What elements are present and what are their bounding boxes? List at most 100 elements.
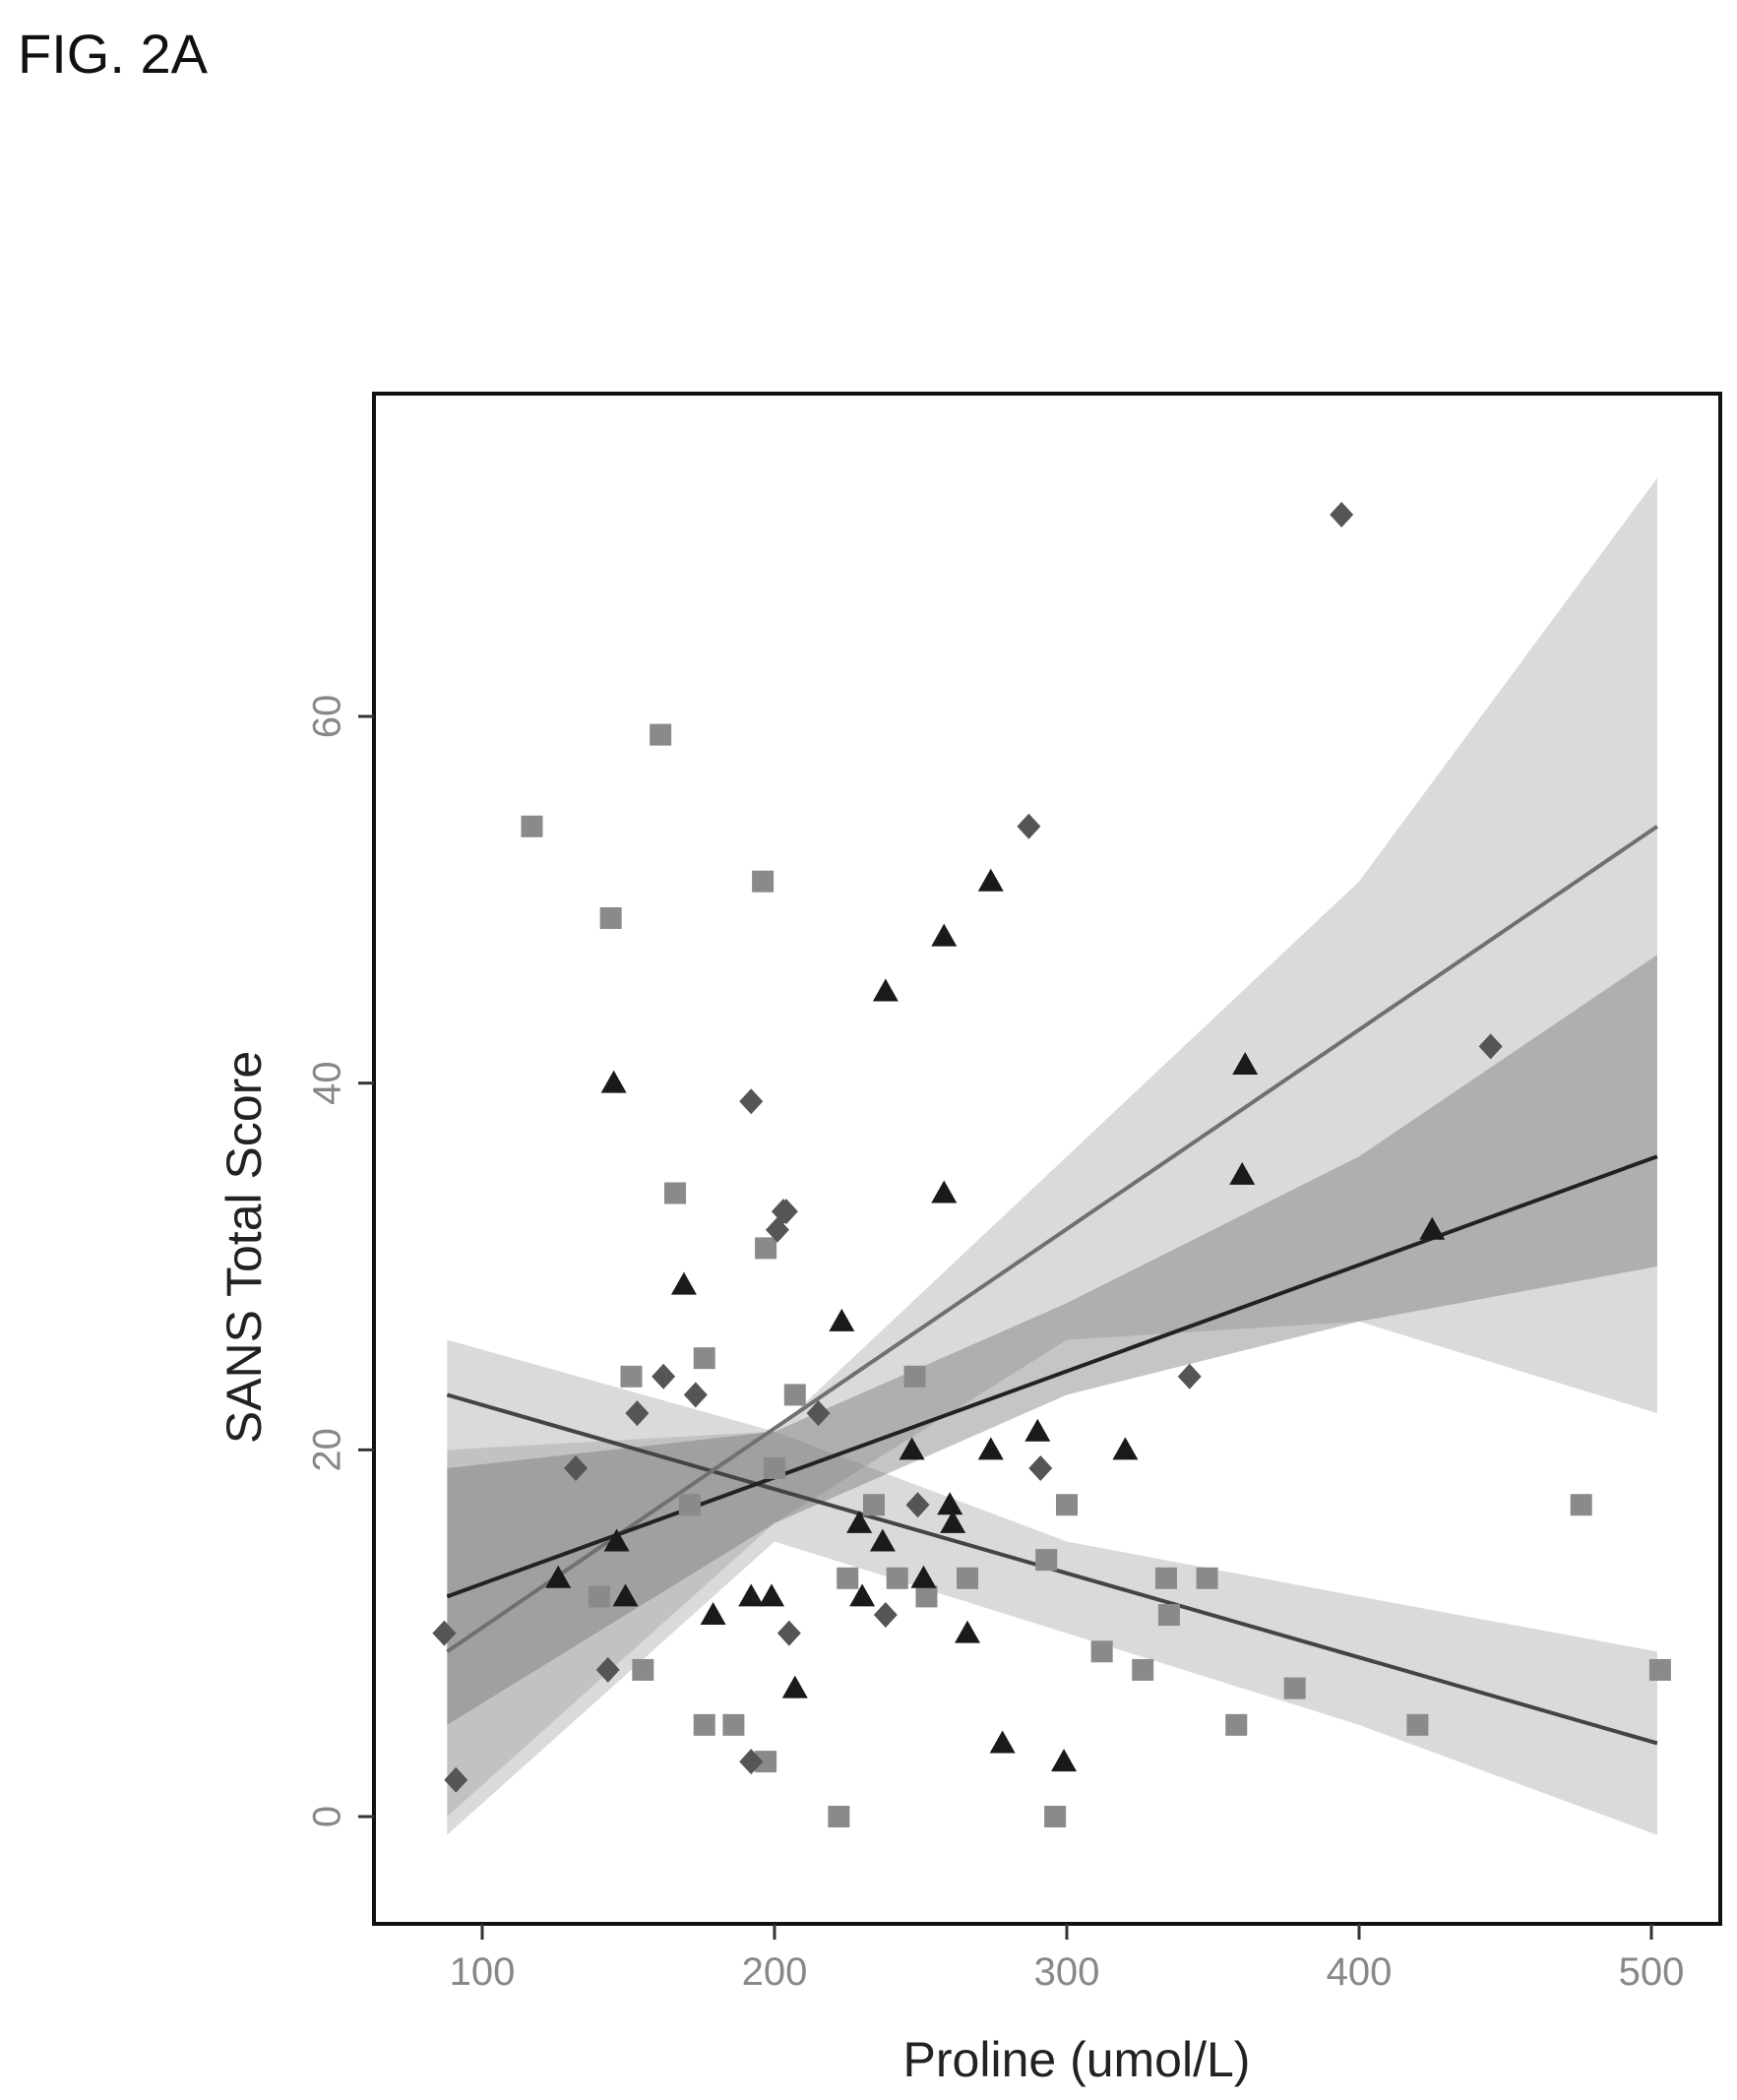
data-point-triangle xyxy=(846,1510,873,1533)
y-tick-label: 0 xyxy=(306,1806,349,1827)
figure-label: FIG. 2A xyxy=(18,23,208,85)
data-point-triangle xyxy=(977,868,1004,892)
data-point-square xyxy=(783,1384,806,1406)
data-point-square xyxy=(1154,1567,1177,1589)
x-tick-label: 300 xyxy=(1034,1950,1100,1994)
confidence-band-1 xyxy=(447,1339,1657,1835)
data-point-diamond xyxy=(905,1492,930,1518)
data-point-square xyxy=(915,1585,938,1608)
data-point-diamond xyxy=(625,1400,650,1427)
data-point-triangle xyxy=(1419,1216,1446,1240)
data-point-diamond xyxy=(774,1199,798,1225)
data-point-triangle xyxy=(1051,1749,1078,1772)
data-point-triangle xyxy=(700,1602,726,1626)
data-point-diamond xyxy=(651,1363,676,1390)
data-point-triangle xyxy=(1024,1418,1051,1442)
data-point-square xyxy=(693,1347,715,1370)
data-point-triangle xyxy=(910,1565,937,1588)
x-tick-label: 400 xyxy=(1327,1950,1393,1994)
data-point-square xyxy=(1283,1677,1306,1699)
y-tick-label: 20 xyxy=(306,1428,349,1472)
data-point-triangle xyxy=(829,1308,855,1331)
data-point-triangle xyxy=(759,1583,785,1607)
data-point-diamond xyxy=(1177,1363,1202,1390)
data-point-square xyxy=(1570,1494,1592,1516)
data-point-diamond xyxy=(1028,1454,1053,1481)
data-point-square xyxy=(1225,1713,1248,1736)
data-point-square xyxy=(678,1494,701,1516)
data-point-triangle xyxy=(781,1675,808,1699)
data-point-diamond xyxy=(1478,1033,1503,1060)
data-point-square xyxy=(1132,1658,1154,1681)
data-point-square xyxy=(693,1713,715,1736)
data-point-triangle xyxy=(670,1271,697,1295)
data-point-triangle xyxy=(545,1565,572,1588)
data-point-square xyxy=(722,1713,745,1736)
data-point-triangle xyxy=(1112,1437,1139,1460)
data-point-triangle xyxy=(931,923,958,947)
data-point-square xyxy=(650,723,672,746)
x-tick-label: 500 xyxy=(1619,1950,1685,1994)
plot-frame xyxy=(372,392,1722,1926)
y-axis: 0 20 40 60 xyxy=(306,695,374,1827)
x-tick-label: 100 xyxy=(450,1950,516,1994)
data-point-triangle xyxy=(1229,1161,1256,1185)
data-point-triangle xyxy=(937,1492,963,1515)
data-point-diamond xyxy=(776,1620,801,1646)
data-point-triangle xyxy=(869,1528,896,1552)
x-axis-label: Proline (umol/L) xyxy=(903,2032,1251,2087)
data-point-square xyxy=(862,1494,885,1516)
data-point-square xyxy=(1035,1549,1058,1572)
data-point-diamond xyxy=(444,1766,468,1793)
x-axis: 100 200 300 400 500 xyxy=(450,1924,1685,1994)
data-point-diamond xyxy=(806,1400,831,1427)
data-point-triangle xyxy=(872,978,899,1002)
data-point-triangle xyxy=(989,1730,1016,1754)
data-point-triangle xyxy=(955,1620,981,1643)
data-point-square xyxy=(957,1567,979,1589)
y-axis-label: SANS Total Score xyxy=(217,1051,272,1444)
data-point-square xyxy=(752,870,775,893)
data-point-triangle xyxy=(600,1070,627,1093)
data-point-diamond xyxy=(1017,813,1041,839)
data-point-square xyxy=(1044,1806,1067,1827)
data-points xyxy=(432,502,1671,1827)
data-point-diamond xyxy=(1330,502,1354,528)
data-point-square xyxy=(664,1182,687,1204)
data-point-square xyxy=(755,1751,777,1773)
data-point-triangle xyxy=(603,1528,630,1552)
data-point-triangle xyxy=(931,1180,958,1204)
data-point-diamond xyxy=(432,1620,457,1646)
y-tick-label: 60 xyxy=(306,695,349,739)
data-point-square xyxy=(886,1567,908,1589)
data-point-triangle xyxy=(940,1510,966,1533)
data-point-square xyxy=(1196,1567,1218,1589)
data-point-triangle xyxy=(977,1437,1004,1460)
data-point-square xyxy=(1056,1494,1078,1516)
data-point-triangle xyxy=(899,1437,925,1460)
y-tick-label: 40 xyxy=(306,1061,349,1105)
data-point-diamond xyxy=(873,1602,898,1629)
regression-line-2 xyxy=(446,825,1659,1653)
data-point-square xyxy=(588,1585,610,1608)
data-point-square xyxy=(837,1567,859,1589)
data-point-diamond xyxy=(564,1454,589,1481)
data-point-triangle xyxy=(1232,1052,1259,1076)
data-point-square xyxy=(1090,1640,1113,1663)
data-point-square xyxy=(620,1365,643,1388)
data-point-diamond xyxy=(739,1088,764,1115)
confidence-bands xyxy=(447,477,1657,1835)
data-point-triangle xyxy=(612,1583,639,1607)
data-point-square xyxy=(828,1806,850,1827)
data-point-triangle xyxy=(849,1583,876,1607)
data-point-triangle xyxy=(738,1583,765,1607)
data-point-square xyxy=(1648,1658,1671,1681)
data-point-diamond xyxy=(595,1656,620,1683)
data-point-square xyxy=(764,1456,785,1479)
data-point-square xyxy=(755,1237,777,1260)
x-tick-label: 200 xyxy=(742,1950,808,1994)
data-point-square xyxy=(1406,1713,1429,1736)
data-point-diamond xyxy=(739,1749,764,1775)
data-point-square xyxy=(903,1365,926,1388)
